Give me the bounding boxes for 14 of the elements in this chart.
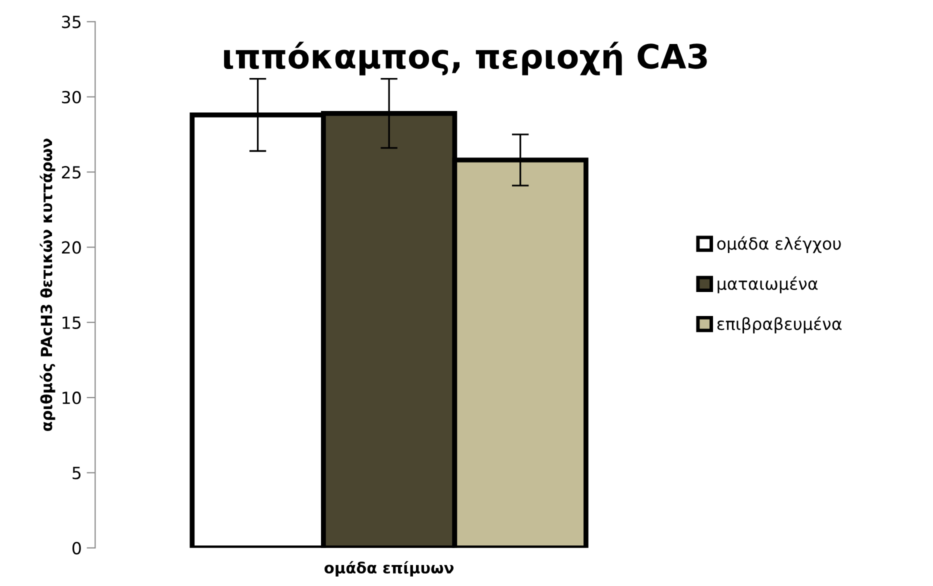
y-tick-label: 10	[62, 392, 81, 404]
y-tick-label: 35	[62, 16, 81, 28]
legend-label: ομάδα ελέγχου	[717, 236, 841, 254]
y-tick-label: 5	[72, 466, 81, 480]
legend-label: επιβραβευμένα	[717, 316, 842, 334]
y-axis-title: αριθμός PAcH3 θετικών κυττάρων	[40, 138, 56, 431]
y-tick-label: 25	[62, 166, 81, 179]
y-tick-label: 0	[72, 542, 81, 554]
y-tick-label: 30	[62, 90, 81, 104]
text: ιππόκαμπος, περιοχή CA3	[224, 42, 707, 76]
legend-label: ματαιωμένα	[718, 276, 818, 294]
y-tick-label: 20	[62, 241, 81, 254]
y-tick-label: 15	[62, 316, 81, 329]
x-axis-title: ομάδα επίμυων	[324, 561, 454, 577]
